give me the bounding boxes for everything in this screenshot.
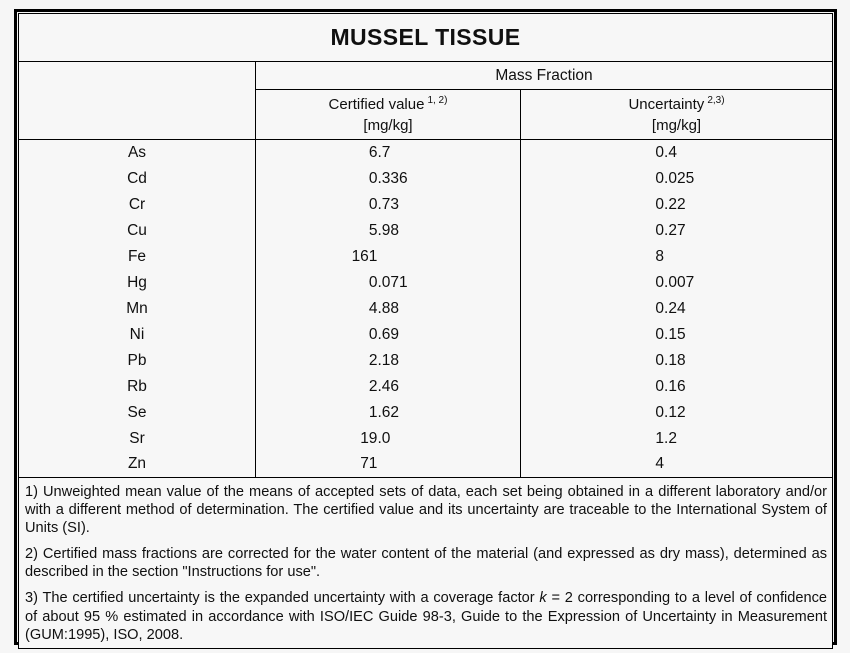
element-symbol: Ni bbox=[18, 321, 256, 348]
footnote: 2) Certified mass fractions are correcte… bbox=[25, 546, 827, 581]
uncertainty-cell: 0.24 bbox=[520, 295, 833, 322]
uncertainty-cell: 0.18 bbox=[520, 347, 833, 374]
uncertainty-cell: 0.22 bbox=[520, 191, 833, 218]
uncertainty-cell: 0.16 bbox=[520, 373, 833, 400]
element-symbol: Fe bbox=[18, 243, 256, 270]
table-body: As 6.7 0.4 Cd 0.336 0.025 Cr 0.73 0.22 Cu 5.98 0.27… bbox=[18, 139, 833, 478]
mass-fraction-header: Mass Fraction bbox=[255, 61, 833, 90]
certified-value-cell: 6.7 bbox=[255, 139, 521, 166]
certified-value-cell: 0.071 bbox=[255, 269, 521, 296]
certified-value-cell: 0.73 bbox=[255, 191, 521, 218]
uncertainty-cell: 0.4 bbox=[520, 139, 833, 166]
footnote: 3) The certified uncertainty is the expa… bbox=[25, 590, 827, 643]
uncertainty-label: Uncertainty bbox=[628, 95, 705, 113]
table-row: Cd 0.336 0.025 bbox=[18, 165, 833, 192]
table-row: Mn 4.88 0.24 bbox=[18, 295, 833, 322]
uncertainty-footnote-marker: 2,3) bbox=[707, 94, 725, 106]
certified-value-cell: 5.98 bbox=[255, 217, 521, 244]
certified-value-cell: 0.69 bbox=[255, 321, 521, 348]
element-symbol: Rb bbox=[18, 373, 256, 400]
title-row: MUSSEL TISSUE bbox=[18, 13, 833, 62]
certified-value-footnote-marker: 1, 2) bbox=[427, 94, 448, 106]
element-symbol: Sr bbox=[18, 425, 256, 452]
table-row: Cu 5.98 0.27 bbox=[18, 217, 833, 244]
uncertainty-cell: 0.007 bbox=[520, 269, 833, 296]
table-row: Se 1.62 0.12 bbox=[18, 399, 833, 426]
certified-value-cell: 1.62 bbox=[255, 399, 521, 426]
table-row: Cr 0.73 0.22 bbox=[18, 191, 833, 218]
element-symbol: Cr bbox=[18, 191, 256, 218]
element-symbol: Se bbox=[18, 399, 256, 426]
table-row: As 6.7 0.4 bbox=[18, 139, 833, 166]
table-row: Fe 161 8 bbox=[18, 243, 833, 270]
uncertainty-cell: 0.27 bbox=[520, 217, 833, 244]
element-symbol: Mn bbox=[18, 295, 256, 322]
uncertainty-cell: 1.2 bbox=[520, 425, 833, 452]
document-table-frame: MUSSEL TISSUE Mass Fraction Certified va… bbox=[14, 9, 837, 649]
certified-value-unit: [mg/kg] bbox=[363, 116, 413, 134]
mussel-tissue-table: MUSSEL TISSUE Mass Fraction Certified va… bbox=[18, 13, 833, 649]
uncertainty-header: Uncertainty 2,3) [mg/kg] bbox=[520, 89, 833, 140]
table-row: Pb 2.18 0.18 bbox=[18, 347, 833, 374]
certified-value-cell: 19.0 bbox=[255, 425, 521, 452]
certified-value-cell: 71 bbox=[255, 451, 521, 478]
element-symbol: As bbox=[18, 139, 256, 166]
certified-value-label: Certified value bbox=[328, 95, 425, 113]
certified-value-cell: 161 bbox=[255, 243, 521, 270]
certified-value-cell: 2.18 bbox=[255, 347, 521, 374]
element-symbol: Cd bbox=[18, 165, 256, 192]
footnotes-cell: 1) Unweighted mean value of the means of… bbox=[18, 477, 833, 649]
table-row: Sr 19.0 1.2 bbox=[18, 425, 833, 452]
uncertainty-cell: 0.025 bbox=[520, 165, 833, 192]
footnote: 1) Unweighted mean value of the means of… bbox=[25, 484, 827, 537]
footnotes-row: 1) Unweighted mean value of the means of… bbox=[18, 477, 833, 649]
certified-value-header: Certified value 1, 2) [mg/kg] bbox=[255, 89, 521, 140]
uncertainty-cell: 0.12 bbox=[520, 399, 833, 426]
uncertainty-cell: 0.15 bbox=[520, 321, 833, 348]
table-row: Zn 71 4 bbox=[18, 451, 833, 478]
element-symbol: Zn bbox=[18, 451, 256, 478]
table-row: Ni 0.69 0.15 bbox=[18, 321, 833, 348]
uncertainty-cell: 4 bbox=[520, 451, 833, 478]
element-symbol: Cu bbox=[18, 217, 256, 244]
element-symbol: Pb bbox=[18, 347, 256, 374]
uncertainty-cell: 8 bbox=[520, 243, 833, 270]
element-symbol: Hg bbox=[18, 269, 256, 296]
uncertainty-unit: [mg/kg] bbox=[651, 116, 702, 134]
table-row: Hg 0.071 0.007 bbox=[18, 269, 833, 296]
column-header-row: Certified value 1, 2) [mg/kg] Uncertainty… bbox=[19, 89, 833, 140]
table-row: Rb 2.46 0.16 bbox=[18, 373, 833, 400]
page-title: MUSSEL TISSUE bbox=[18, 13, 833, 62]
empty-corner-cell bbox=[18, 61, 256, 140]
certified-value-cell: 2.46 bbox=[255, 373, 521, 400]
certified-value-cell: 4.88 bbox=[255, 295, 521, 322]
group-header-row: Mass Fraction bbox=[18, 61, 833, 140]
certified-value-cell: 0.336 bbox=[255, 165, 521, 192]
